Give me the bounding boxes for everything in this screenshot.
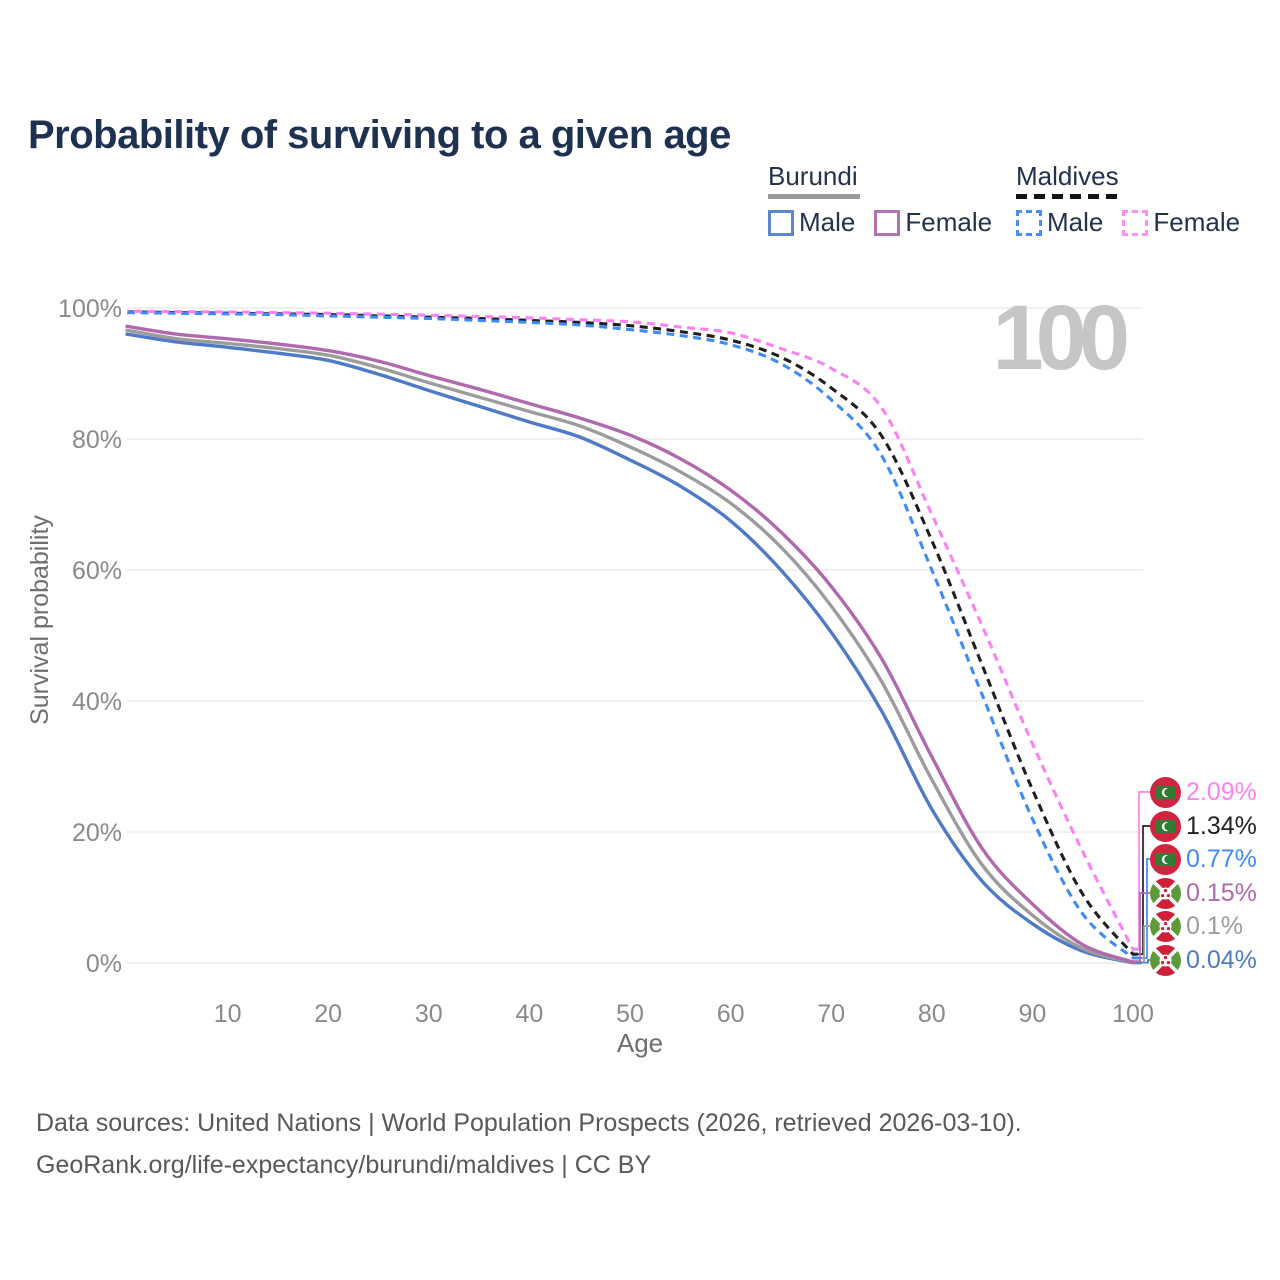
end-label-row-maldives-female: 2.09% [1150,776,1257,808]
end-label-row-maldives-both: 1.34% [1150,810,1257,842]
curve-burundi-female[interactable] [125,324,1142,964]
y-tick-label-20: 20% [72,819,122,847]
x-tick-label-50: 50 [616,1000,644,1028]
end-label-value-burundi-male: 0.04% [1186,945,1257,974]
x-tick-label-100: 100 [1112,1000,1154,1028]
legend-label-maldives-female: Female [1153,207,1241,237]
end-label-row-burundi-female: 0.15% [1150,877,1257,909]
end-label-value-burundi-both: 0.1% [1186,911,1243,940]
x-tick-label-10: 10 [214,1000,242,1028]
end-label-row-burundi-male: 0.04% [1150,944,1257,976]
x-tick-label-80: 80 [918,1000,946,1028]
y-tick-label-0: 0% [86,950,122,978]
legend-row-burundi: Male Female [768,207,992,238]
survival-chart: 0% 20% 40% 60% 80% 100% 10 20 30 40 50 60 70 80 90 100 A… [26,295,1154,1058]
y-tick-label-100: 100% [58,295,122,323]
legend-swatch-maldives-female [1122,209,1149,236]
footer-attribution-link[interactable]: GeoRank.org/life-expectancy/burundi/mald… [36,1151,652,1179]
legend-item-maldives-male[interactable]: Male [1016,207,1103,238]
end-label-value-burundi-female: 0.15% [1186,878,1257,907]
y-tick-label-60: 60% [72,557,122,585]
legend-underline-solid [768,194,860,199]
legend-swatch-burundi-female [874,209,901,236]
legend-swatch-maldives-male [1016,209,1042,236]
end-label-value-maldives-both: 1.34% [1186,811,1257,840]
curve-burundi-male[interactable] [125,332,1142,965]
legend-label-maldives-male: Male [1047,207,1104,237]
burundi-flag-icon [1150,877,1181,909]
x-tick-label-70: 70 [817,1000,845,1028]
page-title: Probability of surviving to a given age [28,112,731,157]
x-tick-label-20: 20 [314,1000,342,1028]
maldives-flag-icon [1150,810,1181,842]
maldives-flag-icon [1150,843,1181,875]
x-axis-title: Age [617,1028,663,1058]
legend-group-title-maldives: Maldives [1016,161,1119,191]
legend-label-burundi-male: Male [799,207,856,237]
footer-data-sources: Data sources: United Nations | World Pop… [36,1109,1022,1137]
legend-label-burundi-female: Female [905,207,993,237]
legend-group-maldives: Maldives Male Female [1016,161,1240,238]
end-label-connector-maldives-male [1136,858,1152,959]
end-label-row-maldives-male: 0.77% [1150,843,1257,875]
legend-row-maldives: Male Female [1016,207,1240,238]
end-label-connector-maldives-female [1136,791,1152,951]
end-label-row-burundi-both: 0.1% [1150,910,1243,942]
age-counter-watermark: 100 [992,287,1130,389]
y-tick-label-40: 40% [72,688,122,716]
maldives-flag-icon [1150,776,1181,808]
y-axis-title: Survival probability [26,515,54,725]
y-tick-label-80: 80% [72,426,122,454]
legend-group-burundi: Burundi Male Female [768,161,992,238]
legend-group-title-burundi: Burundi [768,161,858,191]
legend-swatch-burundi-male [768,209,794,236]
legend-underline-dashed [1016,194,1122,199]
curve-maldives-male[interactable] [126,311,1140,960]
x-tick-label-40: 40 [515,1000,543,1028]
burundi-flag-icon [1150,910,1181,942]
footer: Data sources: United Nations | World Pop… [36,1102,1022,1186]
x-tick-label-60: 60 [717,1000,745,1028]
legend-item-burundi-male[interactable]: Male [768,207,855,238]
curve-maldives-female[interactable] [126,309,1140,951]
end-label-value-maldives-female: 2.09% [1186,777,1257,806]
burundi-flag-icon [1150,944,1181,976]
curve-burundi-both[interactable] [125,328,1142,964]
x-tick-label-90: 90 [1018,1000,1046,1028]
legend-item-maldives-female[interactable]: Female [1122,207,1240,238]
legend-item-burundi-female[interactable]: Female [874,207,992,238]
end-label-value-maldives-male: 0.77% [1186,844,1257,873]
x-tick-label-30: 30 [415,1000,443,1028]
